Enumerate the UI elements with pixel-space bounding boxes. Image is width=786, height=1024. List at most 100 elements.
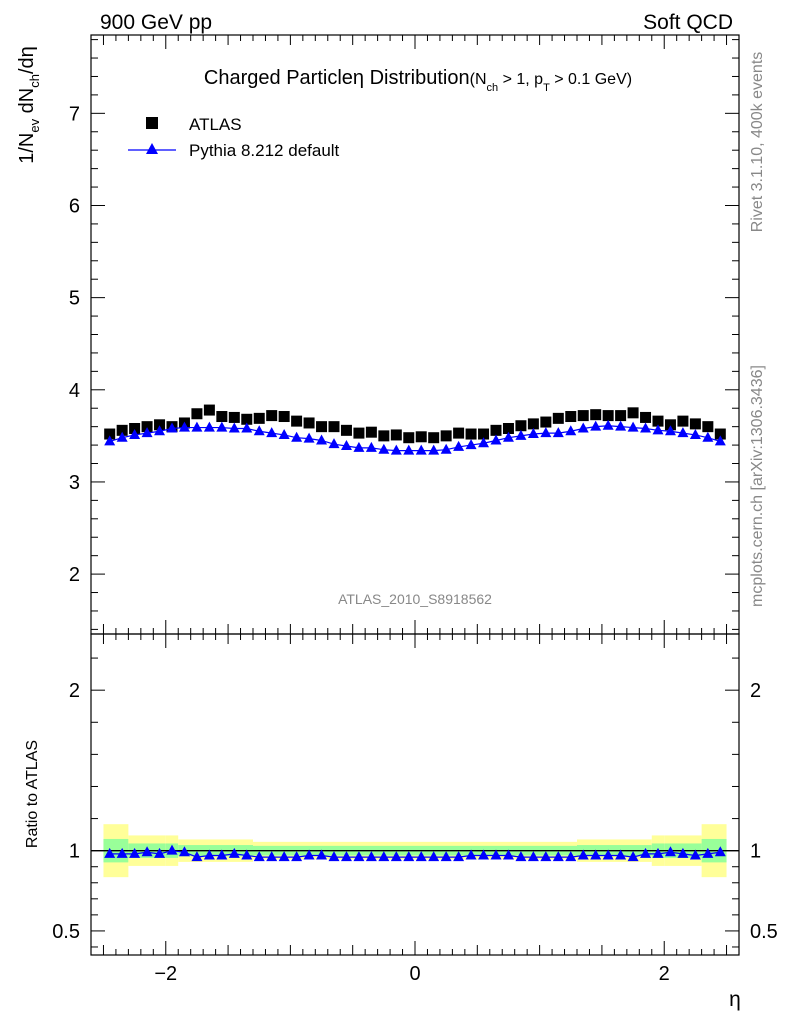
atlas-point: [602, 410, 614, 422]
ratio-point: [129, 847, 141, 858]
atlas-point: [453, 427, 465, 439]
axis-tick-labels: −2 0 2 2 3 4 5 6 7 0.5 0.5 1 1 2 2: [52, 103, 778, 985]
pythia-point: [515, 429, 527, 440]
title-cuts-close: > 0.1 GeV): [550, 71, 632, 88]
ratio-point: [702, 847, 714, 858]
ratio-point: [590, 849, 602, 860]
ratio-point: [303, 849, 315, 860]
legend-data-marker: [146, 117, 158, 129]
ratio-point: [577, 849, 589, 860]
pythia-point: [228, 422, 240, 433]
atlas-point: [714, 428, 726, 440]
pythia-point: [328, 438, 340, 449]
ratio-point: [154, 847, 166, 858]
ratio-point: [615, 849, 627, 860]
atlas-point: [253, 412, 265, 424]
atlas-point: [577, 410, 589, 422]
atlas-point: [615, 410, 627, 422]
pythia-point: [714, 435, 726, 446]
atlas-point: [390, 429, 402, 441]
pythia-point: [390, 444, 402, 455]
pythia-point: [502, 431, 514, 442]
ratio-point: [540, 851, 552, 862]
pythia-point: [316, 434, 328, 445]
atlas-point: [216, 411, 228, 423]
pythia-point: [166, 422, 178, 433]
ratio-y-tick-label: 2: [69, 680, 80, 702]
pythia-point: [440, 443, 452, 454]
pythia-point: [590, 420, 602, 431]
ratio-point: [677, 847, 689, 858]
ylabel-ch: ch: [27, 74, 42, 88]
atlas-point: [540, 416, 552, 428]
pythia-point: [154, 425, 166, 436]
pythia-point: [540, 427, 552, 438]
pythia-line: [109, 425, 721, 452]
atlas-point: [116, 424, 128, 436]
pythia-point: [677, 427, 689, 438]
pythia-point: [652, 424, 664, 435]
ratio-y-tick-label-right: 2: [750, 680, 761, 702]
atlas-point: [415, 431, 427, 443]
mcplots-label: mcplots.cern.ch [arXiv:1306.3436]: [749, 365, 766, 607]
pythia-point: [129, 428, 141, 439]
atlas-point: [440, 430, 452, 442]
atlas-point: [502, 422, 514, 434]
atlas-point: [478, 428, 490, 440]
ratio-point: [552, 851, 564, 862]
ratio-point: [527, 851, 539, 862]
atlas-point: [403, 432, 415, 444]
atlas-point: [278, 411, 290, 423]
header-left: 900 GeV pp: [100, 11, 212, 34]
pythia-point: [216, 421, 228, 432]
atlas-point: [291, 415, 303, 427]
ratio-point: [241, 849, 253, 860]
title-distribution: Distribution: [364, 67, 470, 89]
ratio-point: [627, 851, 639, 862]
ratio-y-label: Ratio to ATLAS: [24, 740, 41, 848]
title-cuts-ch: ch: [487, 82, 499, 94]
ratio-point: [502, 849, 514, 860]
pythia-point: [640, 422, 652, 433]
atlas-point: [652, 415, 664, 427]
ratio-point: [191, 851, 203, 862]
ratio-point: [216, 849, 228, 860]
ratio-point: [640, 847, 652, 858]
pythia-point: [303, 432, 315, 443]
ratio-point: [490, 849, 502, 860]
pythia-point: [478, 437, 490, 448]
ratio-point: [390, 851, 402, 862]
atlas-point: [689, 418, 701, 430]
pythia-point: [203, 421, 215, 432]
ratio-point: [104, 847, 116, 858]
pythia-point: [253, 425, 265, 436]
title-cuts-mid: > 1, p: [498, 71, 543, 88]
atlas-point: [241, 413, 253, 425]
title-eta: η: [353, 67, 364, 89]
atlas-point: [266, 410, 278, 422]
atlas-point: [565, 411, 577, 423]
pythia-point: [565, 425, 577, 436]
x-tick-label: 0: [409, 963, 420, 985]
x-axis-label: η: [729, 988, 741, 1011]
ratio-point: [478, 849, 490, 860]
ratio-y-tick-label: 0.5: [52, 921, 80, 943]
pythia-point: [664, 425, 676, 436]
pythia-point: [627, 421, 639, 432]
header-right: Soft QCD: [643, 11, 733, 34]
atlas-point: [552, 412, 564, 424]
y-tick-label: 5: [69, 288, 80, 310]
y-tick-label: 3: [69, 472, 80, 494]
ratio-point: [291, 851, 303, 862]
ratio-point: [714, 846, 726, 857]
ratio-y-tick-label-right: 1: [750, 841, 761, 863]
pythia-point: [403, 444, 415, 455]
pythia-point: [178, 421, 190, 432]
rivet-label: Rivet 3.1.10, 400k events: [749, 52, 766, 233]
atlas-point: [465, 428, 477, 440]
ratio-point: [253, 851, 265, 862]
atlas-point: [104, 428, 116, 440]
title-cuts-t: T: [543, 82, 550, 94]
atlas-point: [340, 424, 352, 436]
